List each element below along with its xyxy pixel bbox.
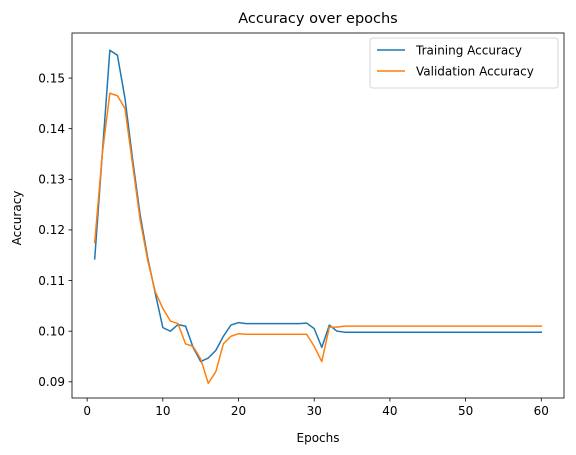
y-tick-label: 0.15	[38, 71, 65, 85]
series-line-training-accuracy	[93, 49, 543, 363]
x-tick-label: 40	[382, 404, 397, 418]
y-tick-label: 0.13	[38, 173, 65, 187]
legend-label-training-accuracy: Training Accuracy	[415, 43, 522, 57]
x-tick-label: 30	[307, 404, 322, 418]
y-tick-label: 0.12	[38, 223, 65, 237]
x-tick-label: 0	[83, 404, 91, 418]
y-tick-label: 0.09	[38, 375, 65, 389]
plot-area: 0 10 20 30 40 50 60 0.09 0.10 0.11 0.12 0.13 0.14 0.1…	[38, 32, 565, 418]
legend-label-validation-accuracy: Validation Accuracy	[416, 64, 534, 78]
x-tick-label: 50	[458, 404, 473, 418]
y-axis-title: Accuracy	[10, 191, 24, 246]
y-tick-label: 0.10	[38, 324, 65, 338]
x-tick-label: 20	[231, 404, 246, 418]
x-axis-title: Epochs	[297, 431, 340, 445]
y-tick-label: 0.14	[38, 122, 65, 136]
x-tick-label: 60	[534, 404, 549, 418]
series-line-validation-accuracy	[93, 92, 543, 385]
x-tick-label: 10	[155, 404, 170, 418]
axes-frame	[71, 32, 565, 399]
legend-box	[369, 37, 559, 89]
chart-title: Accuracy over epochs	[238, 11, 397, 27]
y-tick-label: 0.11	[38, 274, 65, 288]
